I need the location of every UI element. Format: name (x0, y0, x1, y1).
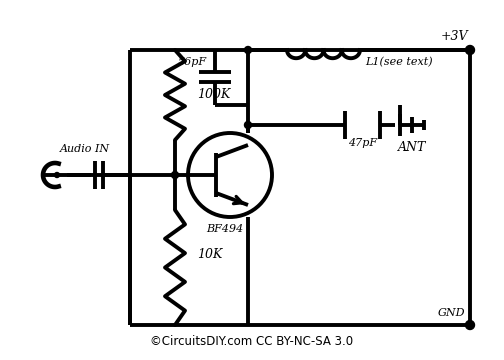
Text: +3V: +3V (440, 30, 468, 42)
Text: ANT: ANT (398, 140, 426, 153)
Text: Audio IN: Audio IN (60, 144, 110, 154)
Text: ©CircuitsDIY.com CC BY-NC-SA 3.0: ©CircuitsDIY.com CC BY-NC-SA 3.0 (150, 335, 354, 348)
Text: L1(see text): L1(see text) (365, 57, 432, 67)
Circle shape (244, 46, 251, 54)
Text: 10K: 10K (197, 248, 222, 261)
Text: BF494: BF494 (206, 224, 243, 234)
Text: GND: GND (437, 308, 465, 318)
Circle shape (54, 172, 59, 177)
Text: 56pF: 56pF (178, 57, 207, 67)
Circle shape (466, 320, 474, 329)
Circle shape (244, 122, 251, 129)
Text: 47pF: 47pF (348, 138, 377, 148)
Circle shape (466, 45, 474, 54)
Circle shape (171, 171, 178, 179)
Text: 100K: 100K (197, 88, 230, 101)
